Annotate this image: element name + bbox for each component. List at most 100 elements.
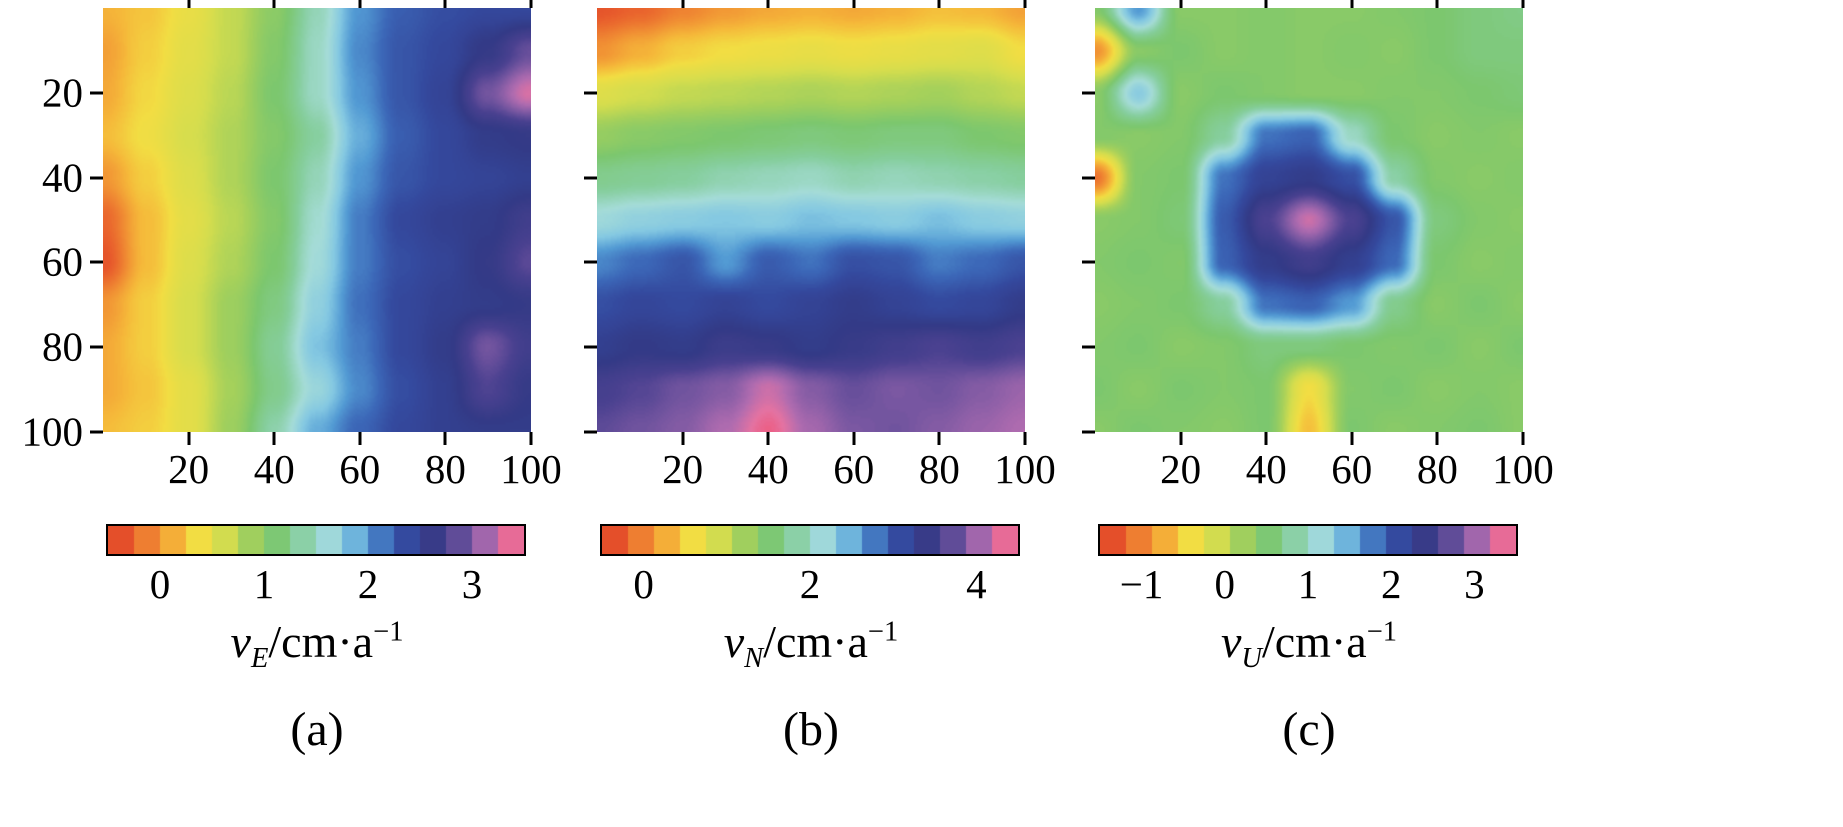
x-tick-label: 20 (168, 446, 210, 492)
colorbar-canvas-b (602, 526, 1018, 554)
y-tick-label: 40 (42, 154, 83, 201)
heatmap-a: 20 40 60 80 100 20 40 60 80 100 (22, 0, 562, 490)
heatmap-c: 20 40 60 80 100 (1082, 0, 1554, 490)
x-tick-mark (1264, 432, 1268, 445)
x-tick-label: 100 (1492, 446, 1554, 492)
velocity-subscript: N (744, 643, 764, 675)
x-tick-mark (1521, 432, 1525, 445)
colorbar-title-c: vU/cm·a−1 (1095, 616, 1523, 676)
x-tick-mark-top (1350, 0, 1354, 8)
x-tick-mark-top (187, 0, 191, 8)
colorbar-tick-label: 2 (799, 561, 821, 607)
x-tick-mark (766, 432, 770, 445)
unit-exponent: −1 (867, 616, 899, 648)
x-tick-mark (187, 432, 191, 445)
colorbar-tick-label: 4 (966, 561, 987, 607)
y-tick-mark (90, 260, 103, 264)
y-tick-mark (90, 430, 103, 434)
x-tick-label: 80 (424, 446, 466, 492)
velocity-symbol: v (1220, 616, 1242, 667)
unit-exponent: −1 (373, 616, 404, 648)
unit-text: /cm·a (1261, 616, 1367, 667)
x-tick-mark (1023, 432, 1027, 445)
unit-text: /cm·a (268, 616, 374, 667)
y-tick-mark (1082, 176, 1095, 180)
y-tick-mark (90, 91, 103, 95)
x-tick-label: 40 (1245, 446, 1287, 492)
colorbar-tick-label: 3 (461, 561, 483, 607)
x-tick-mark (681, 432, 685, 445)
x-tick-mark (443, 432, 447, 445)
x-tick-mark-top (1023, 0, 1027, 8)
panel-a: 20 40 60 80 100 20 40 60 80 100 0 1 2 3 vE/cm·a−1 (a… (22, 0, 562, 827)
panel-caption-a: (a) (290, 703, 344, 756)
x-tick-mark-top (1435, 0, 1439, 8)
colorbar-b: 0 2 4 (600, 524, 1020, 605)
x-tick-mark (1435, 432, 1439, 445)
colorbar-c: −1 0 1 2 3 (1098, 524, 1518, 605)
x-tick-label: 60 (339, 446, 381, 492)
x-tick-mark-top (1521, 0, 1525, 8)
y-tick-mark (90, 176, 103, 180)
panel-caption-b: (b) (783, 703, 839, 756)
y-tick-mark (584, 176, 597, 180)
y-tick-mark (584, 91, 597, 95)
y-tick-label: 60 (42, 238, 83, 285)
panel-b: 20 40 60 80 100 0 2 4 vN/cm·a−1 (b) (584, 0, 1056, 827)
panel-caption-c: (c) (1282, 703, 1336, 756)
x-tick-mark-top (443, 0, 447, 8)
heatmap-canvas-a (103, 8, 531, 432)
colorbar-tick-label: 0 (633, 561, 654, 607)
x-tick-mark (1350, 432, 1354, 445)
colorbar-a: 0 1 2 3 (106, 524, 526, 605)
x-tick-label: 60 (1331, 446, 1373, 492)
x-tick-mark-top (681, 0, 685, 8)
y-tick-mark (1082, 345, 1095, 349)
colorbar-tick-label: 0 (1214, 561, 1236, 607)
colorbar-title-b: vN/cm·a−1 (597, 616, 1025, 676)
velocity-subscript: E (250, 643, 269, 675)
x-tick-mark-top (937, 0, 941, 8)
velocity-subscript: U (1241, 643, 1262, 675)
x-tick-label: 40 (747, 446, 789, 492)
x-tick-mark-top (272, 0, 276, 8)
colorbar-canvas-c (1100, 526, 1516, 554)
velocity-symbol: v (230, 616, 251, 667)
y-tick-label: 100 (21, 408, 84, 455)
colorbar-tick-label: 3 (1464, 561, 1485, 607)
y-tick-label: 80 (42, 323, 83, 370)
y-tick-mark (584, 430, 597, 434)
x-tick-label: 20 (662, 446, 704, 492)
y-tick-mark (1082, 91, 1095, 95)
colorbar-title-a: vE/cm·a−1 (103, 616, 531, 676)
colorbar-tick-label: 1 (1297, 561, 1319, 607)
y-tick-mark (1082, 260, 1095, 264)
y-tick-mark (584, 260, 597, 264)
x-tick-mark-top (358, 0, 362, 8)
heatmap-canvas-c (1095, 8, 1523, 432)
unit-text: /cm·a (763, 616, 868, 667)
x-tick-mark-top (529, 0, 533, 8)
x-tick-mark (937, 432, 941, 445)
x-tick-label: 80 (1416, 446, 1458, 492)
x-tick-label: 100 (500, 446, 562, 492)
x-tick-mark-top (1264, 0, 1268, 8)
y-tick-mark (90, 345, 103, 349)
velocity-symbol: v (723, 616, 745, 667)
colorbar-tick-label: 0 (149, 561, 171, 607)
x-tick-mark (358, 432, 362, 445)
y-tick-mark (584, 345, 597, 349)
heatmap-b: 20 40 60 80 100 (584, 0, 1056, 490)
x-tick-mark (272, 432, 276, 445)
x-tick-mark-top (852, 0, 856, 8)
x-tick-mark (529, 432, 533, 445)
x-tick-mark (1179, 432, 1183, 445)
colorbar-tick-label: 2 (1380, 561, 1402, 607)
heatmap-canvas-b (597, 8, 1025, 432)
colorbar-tick-label: 2 (357, 561, 379, 607)
x-tick-label: 40 (253, 446, 295, 492)
y-tick-mark (1082, 430, 1095, 434)
x-tick-label: 60 (833, 446, 875, 492)
colorbar-canvas-a (108, 526, 524, 554)
